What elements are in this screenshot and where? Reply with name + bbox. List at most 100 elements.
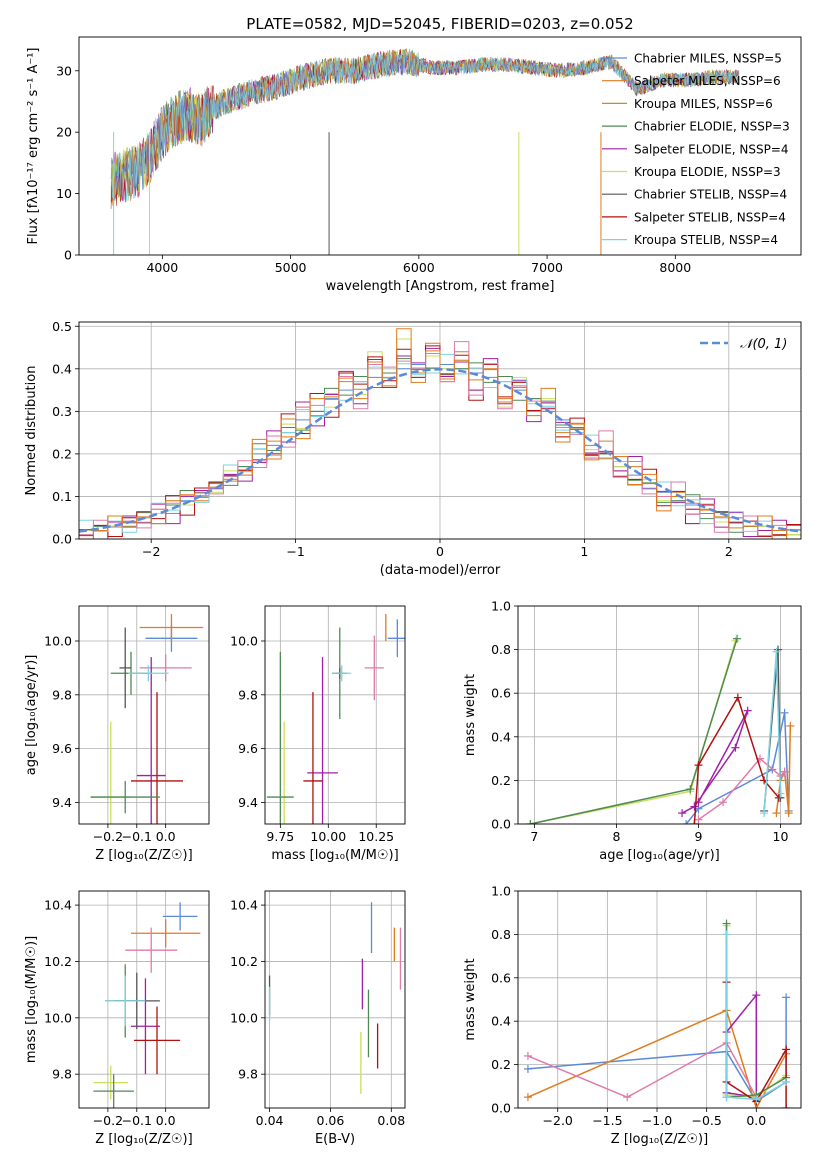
y-tick-label: 10.0	[230, 1010, 258, 1025]
y-tick-label: 10	[56, 186, 72, 201]
y-tick-label: 0.3	[52, 404, 72, 419]
y-tick-label: 0.2	[52, 446, 72, 461]
y-tick-label: 30	[56, 63, 72, 78]
chart-residuals: −2 −1 0 1 2 0.0 0.1 0.2 0.3 0.4 0.5 (data-model)/er…	[24, 319, 802, 578]
chart-mass_weight_vs_z: −2.0 −1.5 −1.0 −0.5 0.0 0.0 0.2 0.4 0.6 0.8 1.0 Z […	[463, 884, 802, 1147]
x-tick-label: 7000	[531, 260, 563, 275]
axes-frame	[78, 321, 802, 540]
y-tick-label: 9.8	[52, 687, 72, 702]
axes-frame	[264, 890, 406, 1109]
x-tick-label: 8	[612, 829, 620, 844]
y-tick-label: 0.4	[491, 729, 511, 744]
x-tick-label: −2.0	[543, 1113, 573, 1128]
x-tick-label: 0.08	[377, 1113, 405, 1128]
x-axis-label: Z [log₁₀(Z/Z☉)]	[95, 1132, 192, 1147]
y-tick-label: 10.2	[44, 954, 72, 969]
legend-label: Salpeter STELIB, NSSP=4	[634, 210, 786, 224]
axes-frame	[78, 605, 210, 825]
y-tick-label: 10.4	[44, 898, 72, 913]
weight-line	[527, 1009, 787, 1108]
y-tick-label: 1.0	[491, 884, 511, 899]
y-tick-label: 20	[56, 125, 72, 140]
x-tick-label: 10	[773, 829, 789, 844]
spectrum-line	[110, 50, 740, 203]
x-tick-label: −0.2	[93, 829, 123, 844]
y-tick-label: 0.8	[491, 927, 511, 942]
y-tick-label: 0.6	[491, 970, 511, 985]
x-axis-label: Z [log₁₀(Z/Z☉)]	[95, 848, 192, 863]
x-tick-label: −1.5	[592, 1113, 622, 1128]
plot-area	[93, 902, 201, 1108]
x-tick-label: −0.1	[122, 829, 152, 844]
y-tick-label: 9.8	[238, 1067, 258, 1082]
chart-age_vs_z: −0.2−0.1 0.0 9.4 9.6 9.8 10.0 Z [log₁₀(Z/Z☉)] a…	[24, 605, 210, 863]
legend-label: 𝒩(0, 1)	[740, 337, 787, 352]
y-tick-label: 0.6	[491, 686, 511, 701]
weight-line	[693, 695, 780, 824]
y-axis-label: mass [log₁₀(M/M☉)]	[24, 936, 39, 1063]
y-tick-label: 0.2	[491, 1057, 511, 1072]
x-axis-label: wavelength [Angstrom, rest frame]	[326, 279, 555, 294]
y-tick-label: 0.8	[491, 642, 511, 657]
legend-label: Kroupa ELODIE, NSSP=3	[634, 165, 781, 179]
legend-label: Salpeter ELODIE, NSSP=4	[634, 142, 789, 156]
x-tick-label: 0.0	[156, 829, 176, 844]
axes-frame	[78, 36, 802, 256]
y-tick-label: 10.2	[230, 954, 258, 969]
y-tick-label: 9.6	[238, 741, 258, 756]
legend-label: Chabrier STELIB, NSSP=4	[634, 188, 787, 202]
x-tick-label: 10.00	[310, 829, 346, 844]
chart-spectrum: 4000 5000 6000 7000 8000 0 10 20 30 wavelength [A…	[26, 15, 802, 294]
plot-area	[110, 48, 740, 255]
y-axis-label: age [log₁₀(age/yr)]	[24, 655, 39, 776]
x-tick-label: 5000	[275, 260, 307, 275]
y-tick-label: 9.4	[52, 795, 72, 810]
x-tick-label: 0.0	[746, 1113, 766, 1128]
y-tick-label: 0.5	[52, 319, 72, 334]
y-tick-label: 10.0	[44, 1010, 72, 1025]
y-tick-label: 0.0	[52, 532, 72, 547]
axes-frame	[78, 890, 210, 1109]
chart-mass_vs_z: −0.2−0.1 0.0 9.8 10.0 10.2 10.4 Z [log₁₀(Z/Z☉)…	[24, 890, 210, 1147]
y-axis-label: mass weight	[463, 674, 478, 756]
x-tick-label: 0.0	[156, 1113, 176, 1128]
x-tick-label: −2	[142, 544, 160, 559]
x-tick-label: −1	[286, 544, 304, 559]
plot-area	[526, 634, 795, 824]
y-tick-label: 10.0	[44, 633, 72, 648]
weight-line	[530, 638, 738, 824]
axes-frame	[264, 605, 406, 825]
x-tick-label: −0.1	[122, 1113, 152, 1128]
y-tick-label: 10.4	[230, 898, 258, 913]
y-axis-label: Flux [fλ10⁻¹⁷ erg cm⁻² s⁻¹ A⁻¹]	[26, 48, 41, 245]
legend-label: Kroupa STELIB, NSSP=4	[634, 233, 778, 247]
normal-curve	[79, 368, 801, 533]
x-axis-label: E(B-V)	[315, 1132, 355, 1147]
x-tick-label: 0	[436, 544, 444, 559]
y-tick-label: 9.8	[238, 687, 258, 702]
x-tick-label: 10.25	[358, 829, 394, 844]
chart-mass_vs_ebv: 0.04 0.06 0.08 9.8 10.0 10.2 10.4 E(B-V)	[230, 890, 406, 1147]
x-axis-label: mass [log₁₀(M/M☉)]	[271, 848, 398, 863]
chart-title: PLATE=0582, MJD=52045, FIBERID=0203, z=0…	[246, 15, 633, 33]
chart-mass_weight_vs_age: 7 8 9 10 0.0 0.2 0.4 0.6 0.8 1.0 age [log₁₀(age/yr…	[463, 599, 802, 863]
plot-area	[90, 614, 204, 824]
y-tick-label: 0.1	[52, 489, 72, 504]
x-tick-label: −1.0	[642, 1113, 672, 1128]
x-tick-label: 2	[725, 544, 733, 559]
y-tick-label: 0.4	[491, 1014, 511, 1029]
y-tick-label: 0	[64, 248, 72, 263]
y-tick-label: 9.4	[238, 795, 258, 810]
x-axis-label: age [log₁₀(age/yr)]	[599, 848, 720, 863]
y-axis-label: Normed distribution	[24, 366, 39, 496]
y-axis-label: mass weight	[463, 958, 478, 1040]
legend-label: Chabrier MILES, NSSP=5	[634, 52, 782, 66]
x-axis-label: (data-model)/error	[380, 563, 501, 578]
chart-age_vs_mass: 9.75 10.00 10.25 9.4 9.6 9.8 10.0 mass [log₁₀(M…	[230, 605, 406, 863]
y-tick-label: 0.2	[491, 773, 511, 788]
axes-frame	[517, 605, 802, 825]
axes-frame	[517, 890, 802, 1109]
y-tick-label: 0.0	[491, 1101, 511, 1116]
x-tick-label: 6000	[403, 260, 435, 275]
x-tick-label: 8000	[659, 260, 691, 275]
